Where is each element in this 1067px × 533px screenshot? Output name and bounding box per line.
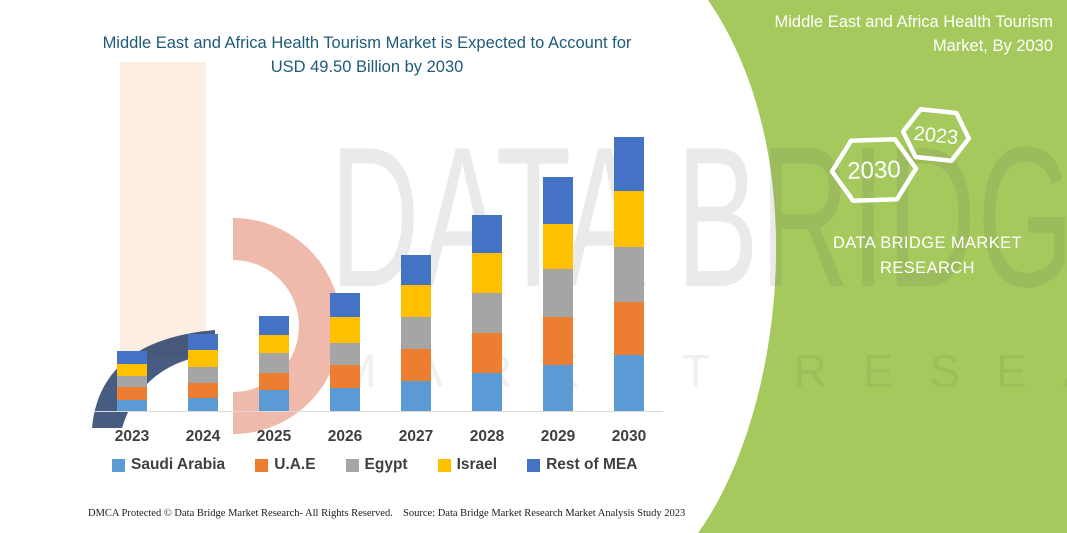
bar-segment-saudi-arabia — [117, 399, 147, 411]
hexagon-2023-label: 2023 — [913, 123, 960, 150]
legend-swatch-icon — [112, 458, 125, 472]
bar-segment-israel — [472, 253, 502, 294]
legend-label: U.A.E — [274, 456, 316, 473]
legend-label: Rest of MEA — [546, 456, 638, 473]
x-axis-label-2026: 2026 — [327, 428, 363, 445]
bar-segment-israel — [117, 363, 147, 377]
bar-2030 — [614, 137, 644, 411]
bar-2023 — [117, 351, 147, 411]
bar-segment-saudi-arabia — [543, 365, 573, 411]
logo-stem-shape — [120, 62, 206, 358]
bar-segment-rest-of-mea — [614, 137, 644, 192]
bar-segment-israel — [401, 284, 431, 317]
bar-segment-u-a-e — [188, 383, 218, 399]
legend-swatch-icon — [437, 458, 451, 472]
legend-item-israel: Israel — [437, 456, 498, 474]
bar-segment-egypt — [188, 367, 218, 384]
legend-item-u-a-e: U.A.E — [255, 456, 316, 474]
x-axis-line — [95, 411, 663, 412]
bar-segment-u-a-e — [401, 349, 431, 382]
legend-swatch-icon — [255, 458, 269, 472]
brand-line2: RESEARCH — [880, 258, 975, 277]
bar-segment-egypt — [401, 316, 431, 350]
side-panel-title: Middle East and Africa Health Tourism Ma… — [774, 13, 1054, 55]
bar-segment-egypt — [543, 268, 573, 317]
bar-segment-saudi-arabia — [330, 387, 360, 411]
bar-segment-rest-of-mea — [472, 214, 502, 254]
bar-segment-israel — [259, 334, 289, 353]
bar-segment-rest-of-mea — [330, 293, 360, 317]
watermark-subtext: MARKET RESEARCH — [338, 345, 1067, 397]
bar-segment-u-a-e — [614, 302, 644, 356]
bar-segment-saudi-arabia — [259, 390, 289, 411]
brand-name: DATA BRIDGE MARKET RESEARCH — [820, 231, 1035, 281]
bar-2028 — [472, 214, 502, 411]
legend-item-rest-of-mea: Rest of MEA — [527, 456, 637, 474]
bar-segment-israel — [330, 316, 360, 343]
hexagon-badges: 2030 2023 — [829, 106, 972, 203]
chart-title: Middle East and Africa Health Tourism Ma… — [102, 34, 632, 76]
hexagon-2030: 2030 — [829, 137, 919, 203]
x-axis-label-2024: 2024 — [185, 428, 221, 445]
legend-label: Egypt — [364, 456, 408, 473]
bar-segment-saudi-arabia — [614, 355, 644, 411]
bar-segment-rest-of-mea — [543, 176, 573, 224]
bar-segment-egypt — [614, 247, 644, 303]
bar-segment-israel — [614, 191, 644, 248]
bar-segment-rest-of-mea — [401, 254, 431, 285]
bar-segment-u-a-e — [472, 332, 502, 373]
bar-segment-u-a-e — [259, 372, 289, 390]
bar-segment-saudi-arabia — [401, 381, 431, 411]
bar-2026 — [330, 293, 360, 411]
brand-line1: DATA BRIDGE MARKET — [832, 234, 1023, 252]
legend-item-saudi-arabia: Saudi Arabia — [112, 456, 225, 474]
bar-segment-rest-of-mea — [259, 315, 289, 335]
bar-segment-egypt — [472, 293, 502, 333]
x-axis-label-2028: 2028 — [469, 428, 505, 445]
bar-segment-saudi-arabia — [188, 398, 218, 411]
bar-segment-egypt — [330, 342, 360, 365]
bar-2027 — [401, 254, 431, 411]
bar-segment-rest-of-mea — [117, 351, 147, 364]
x-axis-label-2029: 2029 — [540, 428, 576, 445]
x-axis-label-2027: 2027 — [398, 428, 434, 445]
footer-copyright: DMCA Protected © Data Bridge Market Rese… — [88, 508, 393, 519]
footer-source: Source: Data Bridge Market Research Mark… — [403, 508, 686, 519]
bar-2024 — [188, 334, 218, 411]
watermark-text: DATA BRIDGE — [330, 106, 1067, 329]
bar-segment-egypt — [259, 352, 289, 373]
bar-segment-egypt — [117, 376, 147, 388]
legend-swatch-icon — [345, 458, 359, 472]
legend-item-egypt: Egypt — [345, 456, 408, 474]
x-axis-label-2025: 2025 — [256, 428, 292, 445]
x-axis-label-2030: 2030 — [611, 428, 647, 445]
bar-segment-israel — [188, 350, 218, 368]
x-axis-label-2023: 2023 — [114, 428, 150, 445]
legend: Saudi Arabia U.A.E Egypt Israel Rest of MEA — [112, 456, 637, 474]
bar-2029 — [543, 176, 573, 411]
bar-segment-u-a-e — [117, 387, 147, 400]
bar-segment-saudi-arabia — [472, 372, 502, 411]
bar-2025 — [259, 315, 289, 411]
hexagon-2030-label: 2030 — [847, 156, 901, 185]
bar-segment-rest-of-mea — [188, 334, 218, 351]
legend-swatch-icon — [527, 458, 541, 472]
bar-segment-u-a-e — [543, 316, 573, 366]
legend-label: Israel — [456, 456, 498, 473]
hexagon-2023: 2023 — [900, 106, 972, 164]
bar-segment-israel — [543, 223, 573, 269]
bar-segment-u-a-e — [330, 364, 360, 388]
legend-label: Saudi Arabia — [131, 456, 226, 473]
